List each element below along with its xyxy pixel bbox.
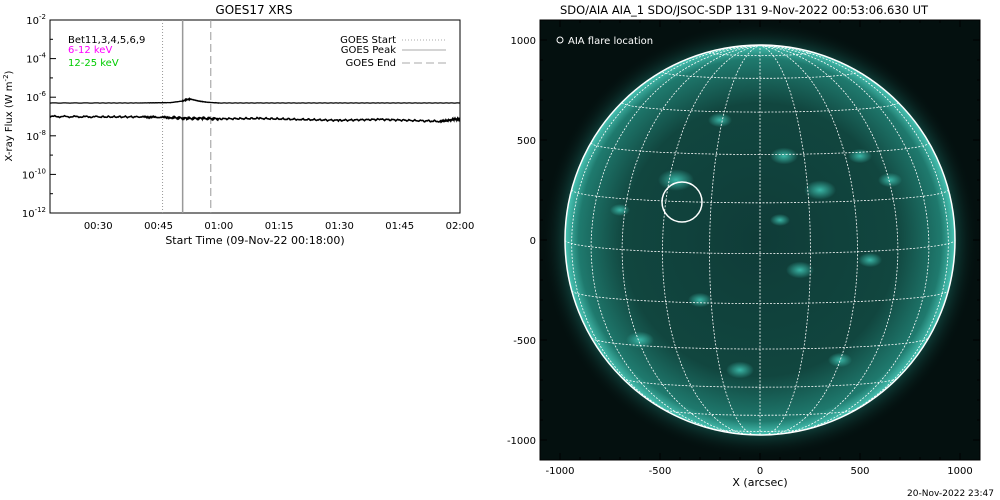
goes-series-line (49, 114, 461, 124)
aia-grid-line (759, 45, 930, 434)
goes-legend-left: Bet11,3,4,5,6,9 6-12 keV 12-25 keV (68, 35, 145, 69)
goes-legend-right: GOES Start GOES Peak GOES End (340, 35, 446, 69)
goes-legend-peak-label: GOES Peak (341, 45, 396, 56)
aia-grid-line (759, 45, 949, 429)
aia-active-region (770, 147, 798, 165)
aia-grid-line (565, 239, 955, 254)
goes-y-tick-label: 10-8 (26, 129, 46, 143)
goes-y-axis-label: X-ray Flux (W m-2) (2, 70, 15, 161)
goes-chart: GOES17 XRS 00:30 00:45 01:00 01:15 01:30 01:4… (2, 3, 474, 247)
footer-date: 20-Nov-2022 23:47 (907, 489, 994, 499)
aia-grid-line (590, 45, 761, 434)
aia-grid-line (759, 45, 858, 435)
aia-y-tick-label: -500 (513, 336, 536, 347)
aia-y-axis: -1000 -500 0 500 1000 (507, 36, 980, 447)
goes-series-group (49, 97, 461, 124)
goes-legend-item-6-12: 6-12 keV (68, 45, 112, 56)
goes-y-axis-label-tail: ) (4, 70, 15, 74)
goes-legend-header: Bet11,3,4,5,6,9 (68, 35, 145, 46)
goes-series-line (49, 97, 460, 104)
goes-x-axis: 00:30 00:45 01:00 01:15 01:30 01:45 02:00 (84, 221, 475, 232)
aia-active-region (658, 169, 694, 191)
aia-active-region (828, 352, 852, 368)
aia-active-region (848, 148, 872, 164)
aia-legend-label: AIA flare location (568, 36, 653, 47)
goes-y-tick-label: 10-12 (22, 206, 46, 220)
aia-title: SDO/AIA AIA_1 SDO/JSOC-SDP 131 9-Nov-202… (560, 3, 929, 17)
aia-active-region (708, 112, 732, 128)
aia-active-region (688, 292, 712, 308)
aia-grid-line (662, 71, 858, 79)
goes-x-tick-label: 00:30 (84, 221, 113, 232)
aia-grid-line (662, 45, 761, 435)
goes-y-axis: 10-2 10-4 10-6 10-8 10-10 10-12 (22, 13, 56, 220)
aia-grid-line (621, 45, 761, 435)
aia-grid-line (663, 409, 857, 416)
aia-y-tick-label: 1000 (511, 36, 536, 47)
aia-solar-limb (564, 44, 956, 436)
aia-chart: SDO/AIA AIA_1 SDO/JSOC-SDP 131 9-Nov-202… (507, 3, 981, 489)
aia-x-tick-label: -1000 (545, 466, 574, 477)
goes-legend-start-label: GOES Start (340, 35, 396, 46)
goes-legend-item-12-25: 12-25 keV (68, 58, 119, 69)
aia-flare-location-marker (661, 181, 703, 223)
aia-legend-marker (556, 36, 564, 44)
aia-grid-line (759, 45, 899, 435)
aia-active-region (878, 172, 902, 188)
aia-grid-line (622, 378, 898, 388)
aia-grid-line (590, 142, 930, 155)
aia-x-axis-label: X (arcsec) (732, 476, 787, 489)
aia-x-axis: -1000 -500 0 500 1000 (545, 20, 973, 477)
aia-legend: AIA flare location (556, 36, 653, 47)
goes-legend-end-label: GOES End (346, 58, 396, 69)
aia-active-region (610, 204, 630, 216)
goes-y-tick-label: 10-6 (26, 90, 46, 104)
aia-active-region (726, 361, 754, 379)
aia-x-tick-label: 0 (757, 466, 763, 477)
aia-active-region (626, 331, 654, 349)
goes-x-tick-label: 01:00 (204, 221, 233, 232)
aia-y-tick-label: 0 (530, 236, 536, 247)
goes-y-axis-label-exp: -2 (2, 74, 10, 81)
goes-x-tick-label: 02:00 (446, 221, 475, 232)
aia-x-tick-label: 1000 (947, 466, 972, 477)
aia-grid-line (759, 45, 811, 435)
aia-active-region (770, 214, 790, 226)
goes-x-tick-label: 00:45 (144, 221, 173, 232)
goes-x-axis-label: Start Time (09-Nov-22 00:18:00) (165, 234, 344, 247)
goes-y-axis-label-base: X-ray Flux (W m (4, 81, 15, 161)
aia-x-tick-label: 500 (850, 466, 869, 477)
aia-grid-line (709, 45, 761, 435)
aia-active-region (858, 252, 882, 268)
aia-y-tick-label: 500 (517, 136, 536, 147)
aia-solar-disk (565, 45, 955, 435)
goes-y-tick-label: 10-10 (22, 167, 46, 181)
aia-y-tick-label: -1000 (507, 436, 536, 447)
aia-active-region (804, 180, 836, 200)
aia-active-region (786, 261, 814, 279)
aia-active-regions (610, 112, 902, 379)
goes-title: GOES17 XRS (215, 3, 292, 17)
goes-x-tick-label: 01:30 (325, 221, 354, 232)
goes-y-tick-label: 10-4 (26, 52, 46, 66)
aia-grid-line (571, 45, 761, 429)
goes-x-tick-label: 01:45 (385, 221, 414, 232)
aia-x-tick-label: -500 (649, 466, 672, 477)
goes-y-tick-label: 10-2 (26, 13, 46, 27)
goes-x-tick-label: 01:15 (265, 221, 294, 232)
